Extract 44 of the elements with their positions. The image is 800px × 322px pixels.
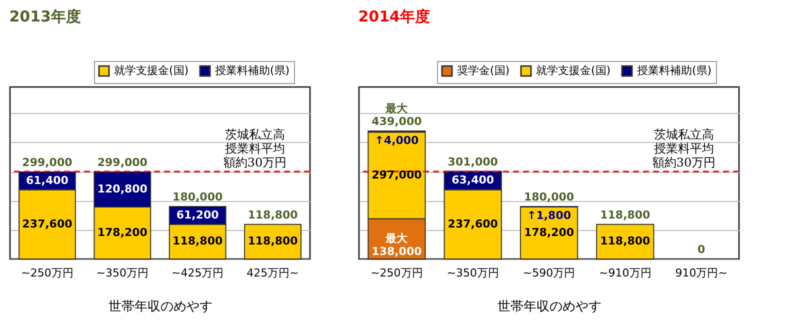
data-label: 237,600 bbox=[22, 217, 73, 230]
total-label: 180,000 bbox=[172, 190, 223, 204]
x-tick-label: 910万円~ bbox=[675, 266, 728, 280]
legend-label: 奨学金(国) bbox=[457, 64, 510, 77]
x-tick-label: ~590万円 bbox=[522, 266, 576, 280]
data-label: 63,400 bbox=[452, 173, 494, 186]
data-label: 178,200 bbox=[97, 226, 148, 240]
x-axis-title: 世帯年収のめやす bbox=[498, 300, 602, 314]
data-label: 120,800 bbox=[97, 182, 148, 196]
x-tick-label: ~350万円 bbox=[96, 266, 149, 280]
data-label: ↑1,800 bbox=[526, 209, 572, 222]
legend-label: 就学支援金(国) bbox=[114, 64, 189, 77]
x-tick-label: ~250万円 bbox=[370, 266, 423, 280]
total-label: 180,000 bbox=[524, 190, 574, 204]
data-label: 178,200 bbox=[524, 226, 574, 240]
ref-line-label: 茨城私立高授業料平均額約30万円 bbox=[652, 128, 716, 170]
total-label: 301,000 bbox=[448, 155, 498, 168]
data-label: 237,600 bbox=[448, 217, 498, 230]
text: 0 bbox=[697, 243, 706, 256]
total-label: 118,800 bbox=[600, 208, 651, 222]
data-label: 最大 138,000 bbox=[372, 232, 422, 258]
legend-label: 就学支援金(国) bbox=[536, 64, 611, 77]
x-tick-label: 425万円~ bbox=[246, 266, 299, 280]
data-label: 118,800 bbox=[248, 234, 298, 248]
data-label: 118,800 bbox=[172, 234, 223, 248]
data-label: 61,200 bbox=[176, 208, 220, 222]
chart-title: 2013年度 bbox=[9, 8, 81, 26]
x-tick-label: ~250万円 bbox=[21, 266, 74, 280]
ref-line-label: 茨城私立高授業料平均額約30万円 bbox=[223, 128, 287, 170]
x-tick-label: ~350万円 bbox=[446, 266, 499, 280]
total-label: 299,000 bbox=[22, 156, 73, 169]
data-label: 61,400 bbox=[26, 174, 69, 187]
x-tick-label: ~910万円 bbox=[599, 266, 652, 280]
total-label: 最大 439,000 bbox=[372, 102, 422, 128]
legend-label: 授業料補助(県) bbox=[215, 64, 290, 77]
legend-label: 授業料補助(県) bbox=[637, 64, 712, 77]
total-label: 299,000 bbox=[97, 156, 148, 169]
data-label: 118,800 bbox=[600, 234, 651, 248]
x-tick-label: ~425万円 bbox=[171, 266, 224, 280]
x-axis-title: 世帯年収のめやす bbox=[108, 300, 212, 314]
total-label: 118,800 bbox=[248, 208, 298, 222]
data-label: 297,000 bbox=[372, 168, 422, 182]
chart-title: 2014年度 bbox=[358, 8, 430, 26]
data-label: ↑4,000 bbox=[374, 134, 420, 148]
